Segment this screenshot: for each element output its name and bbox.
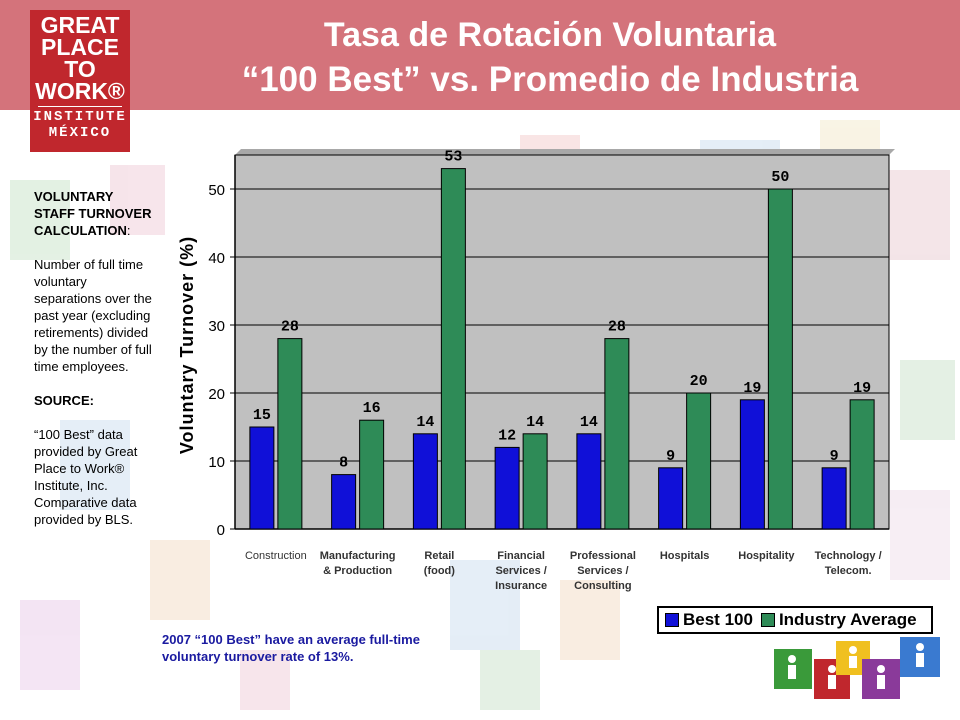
logo-line: INSTITUTE [33,109,127,125]
bar-industry [277,338,303,530]
x-tick-label: Services / [577,565,628,577]
definition-text: Number of full time voluntary separation… [34,257,152,374]
legend-swatch-best [665,613,679,627]
bar-best [331,474,357,530]
bar-best [739,399,765,530]
legend-swatch-industry [760,613,775,627]
data-label-best: 15 [253,407,271,424]
x-tick-label: Construction [245,550,307,562]
source-heading: SOURCE: [34,393,94,408]
x-tick-label: Financial [497,550,545,562]
x-tick-label: Technology / [815,550,882,562]
y-axis-label: Voluntary Turnover (%) [177,236,197,454]
page-title: Tasa de Rotación Voluntaria [323,16,777,54]
definition-heading-suffix: : [126,223,131,238]
logo-divider [38,106,122,107]
x-tick-label: Consulting [574,580,631,592]
y-tick-label: 40 [208,250,225,267]
bar-best [249,426,275,530]
definition-heading: VOLUNTARY STAFF TURNOVER CALCULATION: [34,188,154,239]
bar-industry [686,392,712,530]
bar-best [658,467,684,530]
legend-label-best: Best 100 [683,610,753,629]
logo-line: GREAT [40,12,120,38]
data-label-industry: 28 [608,319,626,336]
bar-best [821,467,847,530]
data-label-industry: 16 [363,400,381,417]
x-tick-label: Hospitals [660,550,710,562]
x-tick-label: Manufacturing [320,550,396,562]
data-label-best: 8 [339,455,348,472]
sidebar-notes: VOLUNTARY STAFF TURNOVER CALCULATION: Nu… [34,188,154,545]
bar-industry [359,419,385,530]
bar-industry [849,399,875,530]
decorative-mosaic [774,637,940,699]
x-tick-label: Telecom. [825,565,872,577]
x-tick-label: & Production [323,565,392,577]
summary-note: 2007 “100 Best” have an average full-tim… [162,632,420,664]
header-bar [0,0,960,110]
logo-line: MÉXICO [48,125,112,141]
data-label-industry: 50 [771,169,789,186]
data-label-industry: 53 [444,149,462,166]
bar-industry [767,188,793,530]
y-tick-label: 20 [208,386,225,403]
plot-depth-top [235,149,895,155]
data-label-best: 14 [416,414,434,431]
page-subtitle: “100 Best” vs. Promedio de Industria [241,60,859,99]
bar-industry [440,168,466,530]
y-tick-label: 0 [217,522,225,539]
data-label-best: 19 [743,380,761,397]
bar-best [576,433,602,530]
legend-label-industry: Industry Average [778,610,917,629]
x-tick-label: Retail [424,550,454,562]
data-label-industry: 14 [526,414,544,431]
data-label-best: 9 [666,448,675,465]
x-tick-label: Hospitality [738,550,795,562]
definition-heading-text: VOLUNTARY STAFF TURNOVER CALCULATION [34,189,152,238]
data-label-industry: 20 [690,373,708,390]
logo-line: TO [64,56,96,82]
y-tick-label: 10 [208,454,225,471]
bar-best [412,433,438,530]
y-tick-label: 50 [208,182,225,199]
logo: GREAT PLACE TO WORK® INSTITUTE MÉXICO [30,10,130,152]
bar-industry [522,433,548,530]
data-label-best: 9 [830,448,839,465]
chart-legend: Best 100 Industry Average [657,606,933,634]
data-label-industry: 19 [853,380,871,397]
data-label-best: 12 [498,427,516,444]
bar-best [494,446,520,530]
x-tick-label: Insurance [495,580,547,592]
x-tick-label: Professional [570,550,636,562]
x-tick-label: Services / [495,565,546,577]
data-label-industry: 28 [281,319,299,336]
y-tick-label: 30 [208,318,225,335]
logo-line: PLACE [41,34,119,60]
bar-industry [604,338,630,530]
data-label-best: 14 [580,414,598,431]
logo-line: WORK® [35,78,125,104]
source-text: “100 Best” data provided by Great Place … [34,427,138,527]
x-tick-label: (food) [424,565,455,577]
